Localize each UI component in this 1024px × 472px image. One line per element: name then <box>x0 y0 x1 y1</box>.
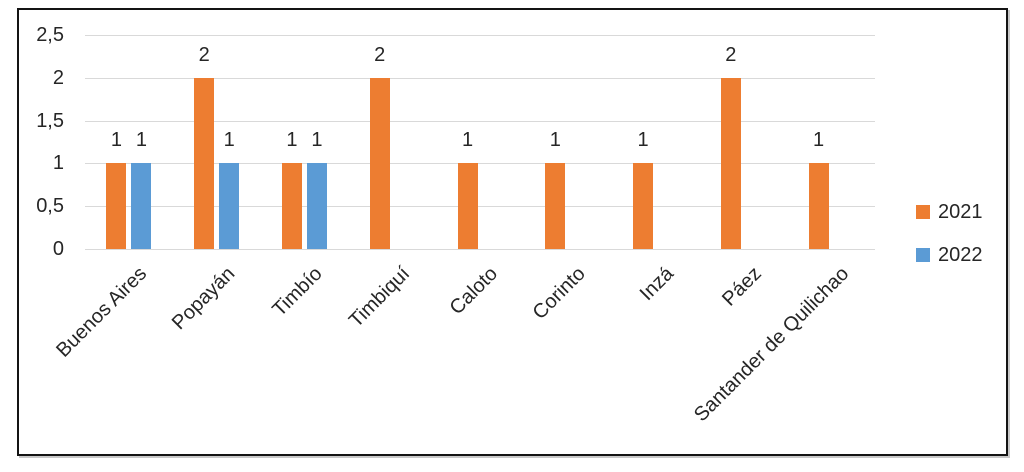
legend-swatch-icon <box>916 248 930 262</box>
legend-label: 2022 <box>938 244 983 266</box>
chart-frame <box>17 8 1008 456</box>
data-label: 1 <box>286 129 298 152</box>
bar-2022-popay-n <box>219 163 240 249</box>
bar-2021-inz- <box>633 163 654 249</box>
data-label: 1 <box>461 129 474 152</box>
data-label: 1 <box>813 129 825 152</box>
bar-2021-timb-o <box>281 163 302 249</box>
bar-2022-buenos-aires <box>131 163 152 249</box>
y-tick-label: 0,5 <box>36 195 64 218</box>
y-tick-label: 1 <box>52 152 64 175</box>
data-label: 2 <box>198 43 210 66</box>
bar-2021-p-ez <box>720 77 741 249</box>
bar-2021-santander-de-quilichao <box>808 163 829 249</box>
gridline <box>85 35 875 36</box>
bar-2021-popay-n <box>194 77 215 249</box>
data-label: 1 <box>223 129 235 152</box>
data-label: 2 <box>374 43 386 66</box>
bar-2022-timb-o <box>306 163 327 249</box>
bar-2021-timbiqu- <box>369 77 390 249</box>
y-tick-label: 1,5 <box>36 109 64 132</box>
gridline <box>85 77 875 79</box>
data-label: 1 <box>637 129 649 152</box>
data-label: 2 <box>725 43 737 66</box>
legend-swatch-icon <box>916 205 930 219</box>
y-tick-label: 2 <box>52 66 64 89</box>
gridline <box>85 249 875 250</box>
data-label: 1 <box>549 129 561 152</box>
bar-2021-buenos-aires <box>106 163 127 249</box>
y-tick-label: 0 <box>52 238 64 260</box>
data-label: 1 <box>135 129 147 152</box>
bar-2021-corinto <box>545 163 566 249</box>
y-tick-label: 2,5 <box>36 24 64 46</box>
gridline <box>85 120 875 122</box>
legend-label: 2021 <box>938 201 983 223</box>
data-label: 1 <box>311 129 323 152</box>
legend-item-2021: 2021 <box>916 199 983 225</box>
gridline <box>85 206 875 208</box>
gridline <box>85 163 875 165</box>
data-label: 1 <box>110 129 122 152</box>
bar-2021-caloto <box>457 163 478 249</box>
legend-item-2022: 2022 <box>916 242 983 268</box>
